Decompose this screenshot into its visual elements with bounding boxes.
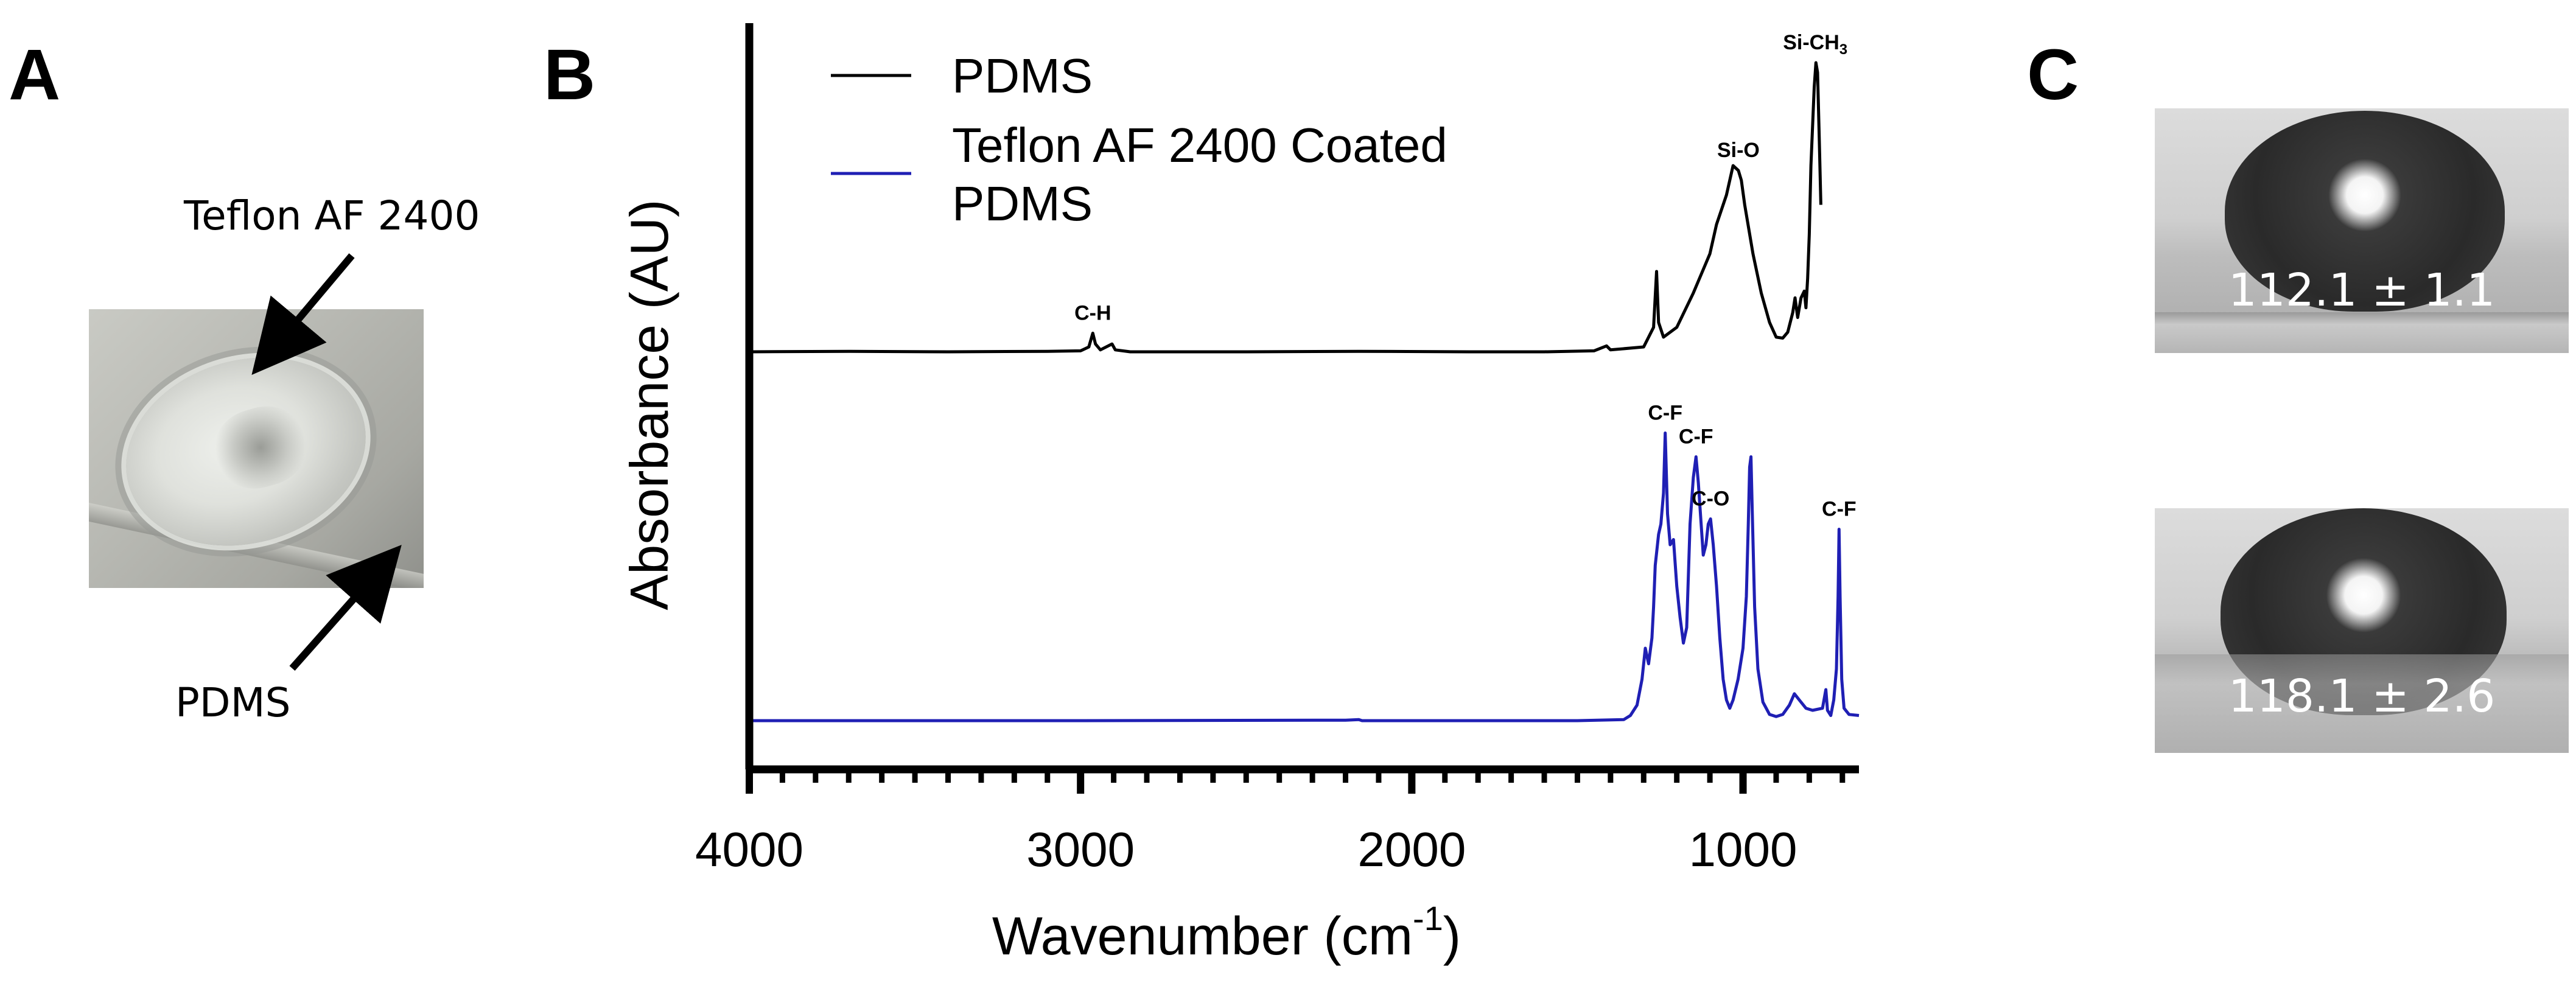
y-axis-label: Absorbance (AU) [619, 200, 679, 610]
panel-letter-b: B [544, 35, 596, 115]
x-axis-label: Wavenumber (cm-1) [992, 899, 1461, 966]
legend-label-teflon-line2: PDMS [952, 177, 1093, 231]
peak-label: C-H [1074, 301, 1111, 324]
arrow-pdms [289, 545, 402, 671]
contact-angle-image-top: 112.1 ± 1.1 [2155, 108, 2569, 353]
x-tick-label: 2000 [1357, 822, 1466, 876]
contact-angle-image-bottom: 118.1 ± 2.6 [2155, 508, 2569, 753]
label-pdms: PDMS [175, 679, 291, 726]
peak-label: Si-CH3 [1783, 31, 1847, 58]
x-tick-label: 1000 [1689, 822, 1797, 876]
legend-label-pdms: PDMS [952, 49, 1093, 103]
peak-label: C-F [1822, 498, 1857, 521]
series-line-pdms [749, 61, 1822, 354]
panel-letter-a: A [9, 35, 61, 115]
peak-label: C-F [1679, 425, 1713, 449]
x-tick-label: 3000 [1026, 822, 1135, 876]
photo-arrows [251, 253, 402, 671]
legend-label-teflon-line1: Teflon AF 2400 Coated [952, 118, 1447, 172]
x-tick-label: 4000 [695, 822, 803, 876]
panel-letter-c: C [2027, 35, 2079, 115]
peak-label: C-O [1692, 488, 1729, 511]
contact-angle-top: 112.1 ± 1.1 [2228, 264, 2496, 317]
series-line-teflon-coated-pdms [749, 431, 1860, 722]
peak-label: C-F [1648, 401, 1682, 424]
label-teflon: Teflon AF 2400 [184, 192, 480, 239]
contact-angle-bottom: 118.1 ± 2.6 [2228, 670, 2496, 722]
arrow-teflon [251, 253, 355, 375]
peak-label: Si-O [1717, 139, 1760, 162]
